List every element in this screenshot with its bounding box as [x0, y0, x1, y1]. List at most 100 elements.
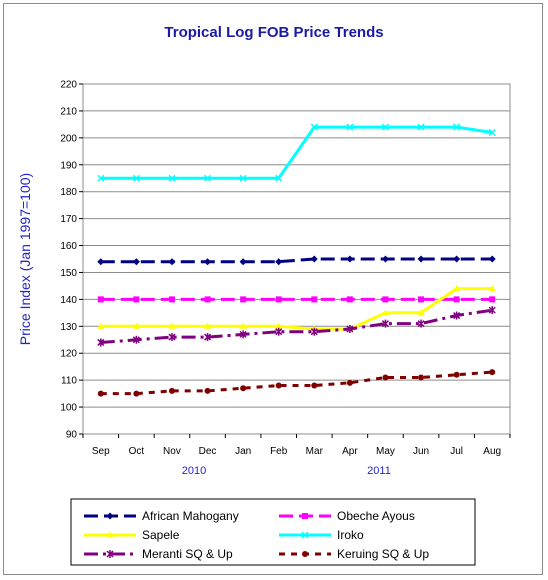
- legend-label-african-mahogany: African Mahogany: [142, 509, 239, 523]
- data-point-meranti-sq-up-may: [381, 319, 389, 328]
- data-point-obeche-ayous-may: [382, 296, 389, 303]
- x-tick-label-jun: Jun: [413, 446, 429, 457]
- legend-label-keruing-sq-up: Keruing SQ & Up: [337, 547, 429, 561]
- line-chart: Tropical Log FOB Price Trends 90 100 110 12…: [17, 24, 511, 566]
- data-point-keruing-sq-up-oct: [133, 390, 140, 397]
- series-line-african-mahogany: [100, 257, 493, 264]
- data-point-iroko-sep: [97, 174, 105, 182]
- series-african-mahogany: [97, 255, 496, 266]
- data-point-sapele-jul: [453, 285, 461, 292]
- x-tick-label-may: May: [376, 446, 395, 457]
- y-tick-label-190: 190: [60, 160, 77, 171]
- data-point-meranti-sq-up-jun: [417, 319, 425, 328]
- y-axis-label: Price Index (Jan 1997=100): [17, 173, 33, 345]
- chart-title: Tropical Log FOB Price Trends: [164, 24, 383, 41]
- y-tick-label-130: 130: [60, 322, 77, 333]
- data-point-meranti-sq-up-jul: [453, 311, 461, 320]
- year-label-2010: 2010: [182, 465, 206, 477]
- data-point-african-mahogany-aug: [488, 255, 496, 263]
- data-point-obeche-ayous-dec: [204, 296, 211, 303]
- data-point-obeche-ayous-jan: [240, 296, 247, 303]
- data-point-african-mahogany-feb: [275, 258, 283, 266]
- data-point-iroko-feb: [275, 174, 283, 182]
- series-line-keruing-sq-up: [100, 370, 493, 396]
- data-point-sapele-oct: [132, 322, 140, 329]
- legend-entry-iroko: Iroko: [279, 528, 364, 542]
- legend-marker-iroko: [301, 531, 309, 539]
- data-point-meranti-sq-up-sep: [97, 338, 105, 347]
- y-tick-label-200: 200: [60, 133, 77, 144]
- y-tick-label-210: 210: [60, 106, 77, 117]
- legend-entry-keruing-sq-up: Keruing SQ & Up: [279, 547, 429, 561]
- data-point-keruing-sq-up-may: [382, 374, 389, 381]
- data-point-african-mahogany-dec: [204, 258, 212, 266]
- legend-label-obeche-ayous: Obeche Ayous: [337, 509, 415, 523]
- x-tick-label-feb: Feb: [270, 446, 288, 457]
- year-label-2011: 2011: [367, 465, 391, 477]
- data-point-meranti-sq-up-aug: [488, 306, 496, 315]
- data-point-sapele-may: [381, 309, 389, 316]
- data-point-obeche-ayous-apr: [346, 296, 353, 303]
- data-point-meranti-sq-up-dec: [204, 333, 212, 342]
- legend-entry-african-mahogany: African Mahogany: [84, 509, 239, 523]
- legend-marker-keruing-sq-up: [302, 551, 308, 557]
- data-point-iroko-apr: [346, 123, 354, 131]
- x-tick-label-apr: Apr: [342, 446, 358, 457]
- chart-frame: Tropical Log FOB Price Trends 90 100 110 12…: [3, 3, 543, 575]
- data-point-meranti-sq-up-apr: [346, 325, 354, 333]
- x-tick-label-dec: Dec: [199, 446, 217, 457]
- data-point-keruing-sq-up-jun: [418, 374, 425, 381]
- data-point-keruing-sq-up-sep: [97, 390, 104, 397]
- data-point-sapele-aug: [488, 285, 496, 292]
- data-point-iroko-dec: [204, 174, 212, 182]
- series-obeche-ayous: [97, 296, 496, 303]
- legend: [70, 498, 476, 566]
- data-point-african-mahogany-jan: [239, 258, 247, 266]
- data-point-sapele-jun: [417, 309, 425, 316]
- data-point-keruing-sq-up-jul: [453, 371, 460, 378]
- data-point-sapele-dec: [204, 322, 212, 329]
- data-point-keruing-sq-up-dec: [204, 387, 211, 394]
- legend-marker-obeche-ayous: [302, 513, 308, 519]
- data-point-keruing-sq-up-jan: [240, 385, 247, 392]
- series-keruing-sq-up: [97, 369, 496, 397]
- data-point-obeche-ayous-mar: [311, 296, 318, 303]
- data-point-iroko-aug: [488, 128, 496, 136]
- data-point-obeche-ayous-aug: [489, 296, 496, 303]
- legend-label-meranti-sq-up: Meranti SQ & Up: [142, 547, 233, 561]
- legend-label-sapele: Sapele: [142, 528, 180, 542]
- data-point-african-mahogany-oct: [132, 258, 140, 266]
- data-point-sapele-nov: [168, 322, 176, 329]
- x-tick-label-nov: Nov: [163, 446, 181, 457]
- data-point-african-mahogany-mar: [310, 255, 318, 263]
- data-point-african-mahogany-jul: [453, 255, 461, 263]
- data-point-iroko-may: [381, 123, 389, 131]
- series-sapele: [97, 285, 496, 332]
- y-tick-label-220: 220: [60, 80, 77, 91]
- data-point-sapele-sep: [97, 322, 105, 329]
- legend-marker-sapele: [106, 531, 114, 538]
- legend-entries: African Mahogany Obeche Ayous Sapele Iroko M…: [84, 509, 429, 561]
- y-tick-label-170: 170: [60, 214, 77, 225]
- legend-marker-african-mahogany: [106, 512, 114, 520]
- data-point-sapele-jan: [239, 322, 247, 329]
- data-point-iroko-jun: [417, 123, 425, 131]
- data-point-meranti-sq-up-mar: [310, 327, 318, 336]
- y-tick-label-100: 100: [60, 403, 77, 414]
- series-iroko: [97, 123, 496, 182]
- data-point-iroko-jan: [239, 174, 247, 182]
- y-tick-label-110: 110: [61, 376, 77, 387]
- data-point-meranti-sq-up-nov: [168, 333, 176, 342]
- data-point-meranti-sq-up-jan: [239, 330, 247, 339]
- y-tick-label-180: 180: [60, 187, 77, 198]
- gridlines: [83, 110, 510, 408]
- x-tick-label-aug: Aug: [483, 446, 501, 457]
- data-point-sapele-feb: [275, 322, 283, 329]
- data-point-iroko-nov: [168, 174, 176, 182]
- series-line-sapele: [100, 287, 493, 331]
- x-tick-label-oct: Oct: [129, 446, 145, 457]
- x-tick-label-jan: Jan: [235, 446, 251, 457]
- data-point-african-mahogany-may: [381, 255, 389, 263]
- data-point-keruing-sq-up-feb: [275, 382, 282, 389]
- y-tick-label-120: 120: [60, 349, 77, 360]
